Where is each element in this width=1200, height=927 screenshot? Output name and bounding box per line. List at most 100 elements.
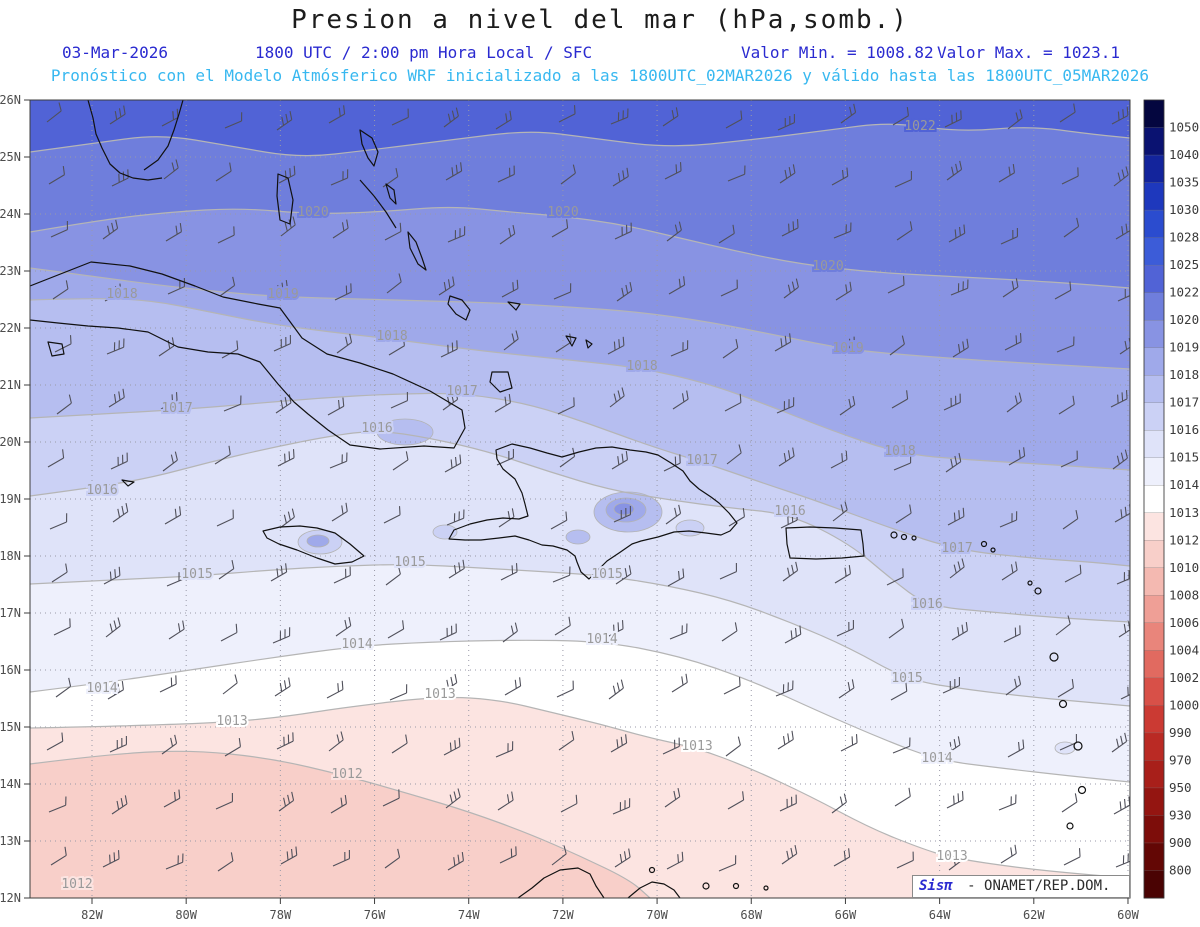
wind-barb — [46, 102, 62, 123]
wind-barb — [725, 736, 741, 757]
isobar-label: 1015 — [181, 567, 212, 582]
isobar-label: 1012 — [61, 877, 92, 892]
wind-barb — [270, 563, 288, 582]
wind-barb — [1059, 103, 1076, 123]
wind-barb — [774, 333, 792, 352]
wind-barb — [892, 106, 909, 126]
isobar-label: 1016 — [86, 483, 117, 498]
wind-barb — [951, 621, 968, 641]
colorbar-segment — [1143, 732, 1165, 761]
wind-barb — [1064, 564, 1082, 583]
wind-barb — [444, 454, 462, 473]
wind-barb — [1119, 335, 1130, 355]
lon-label: 60W — [1117, 908, 1139, 922]
wind-barb — [55, 677, 72, 698]
colorbar-segment — [1143, 292, 1165, 321]
wind-barb — [438, 276, 455, 296]
isobar-label: 1020 — [297, 205, 328, 220]
lat-label: 20N — [0, 435, 21, 449]
wind-barb — [552, 566, 571, 583]
wind-barb — [445, 162, 463, 181]
wind-barb — [440, 340, 458, 358]
lat-label: 19N — [0, 492, 21, 506]
pressure-pocket — [565, 529, 591, 545]
colorbar-label: 950 — [1169, 780, 1192, 795]
wind-barb — [947, 507, 965, 526]
wind-barb — [502, 622, 518, 643]
isobar-label: 1014 — [921, 751, 952, 766]
isobar-label: 1017 — [941, 541, 972, 556]
coastline — [507, 301, 521, 311]
coastline — [565, 335, 593, 349]
pressure-pocket — [675, 519, 705, 537]
wind-barb — [279, 508, 295, 529]
wind-barb — [50, 220, 68, 238]
lat-label: 17N — [0, 606, 21, 620]
colorbar-segment — [1143, 787, 1165, 816]
wind-barb — [1061, 167, 1079, 185]
wind-barb — [612, 798, 631, 815]
coastline — [385, 183, 397, 205]
wind-barb — [383, 506, 401, 524]
colorbar-label: 1019 — [1169, 340, 1199, 355]
wind-barb — [840, 103, 857, 124]
wind-barb — [833, 848, 851, 867]
wind-barb — [165, 222, 182, 242]
wind-barb — [107, 680, 124, 700]
graticule — [30, 100, 1130, 898]
lat-label: 22N — [0, 321, 21, 335]
wind-barb — [615, 565, 632, 585]
wind-barb — [329, 452, 348, 469]
lat-label: 21N — [0, 378, 21, 392]
isobar-label: 1014 — [86, 681, 117, 696]
wind-barb — [888, 618, 905, 639]
wind-barb — [159, 675, 177, 693]
lon-label: 62W — [1023, 908, 1045, 922]
wind-barb — [111, 795, 128, 815]
wind-barb — [833, 222, 852, 239]
colorbar-label: 1002 — [1169, 670, 1199, 685]
coastline — [47, 341, 65, 357]
wind-barb — [56, 394, 72, 415]
wind-barb — [382, 168, 399, 188]
isobar-1016 — [30, 431, 1130, 623]
wind-barb — [830, 450, 848, 469]
wind-barb — [663, 454, 681, 472]
lat-label: 12N — [0, 891, 21, 905]
coastline — [489, 371, 513, 393]
island — [648, 866, 656, 874]
wind-barb — [1000, 227, 1018, 245]
wind-barb — [896, 221, 913, 241]
wind-barb — [559, 447, 576, 468]
watermark-brand: Sisπ — [919, 878, 953, 894]
wind-barb — [1002, 278, 1019, 298]
wind-barb — [168, 620, 185, 640]
wind-barb — [104, 283, 122, 302]
colorbar: 1050 1040 1035 1030 1028 1025 1022 1020 1019 1018… — [1143, 99, 1199, 899]
wind-barb — [840, 734, 858, 752]
wind-barb — [386, 273, 402, 294]
wind-barb — [942, 676, 960, 694]
watermark: Sisπ - ONAMET/REP.DOM. — [912, 875, 1130, 898]
wind-barb — [442, 390, 459, 411]
wind-barb — [278, 165, 296, 184]
island — [763, 885, 769, 891]
colorbar-label: 1014 — [1169, 477, 1199, 492]
wind-barb — [447, 851, 464, 871]
colorbar-label: 800 — [1169, 862, 1192, 877]
colorbar-segment — [1143, 127, 1165, 156]
wind-barb — [1063, 217, 1080, 238]
wind-barb — [1110, 390, 1128, 408]
wind-barb — [557, 397, 575, 415]
wind-barb — [943, 393, 961, 411]
wind-barb — [1062, 510, 1079, 530]
wind-barb — [495, 741, 514, 758]
wind-barb — [724, 393, 742, 412]
wind-barb — [390, 391, 408, 409]
wind-barb — [495, 110, 512, 130]
wind-barb — [384, 222, 402, 241]
isobar-label: 1019 — [832, 341, 863, 356]
wind-barb — [614, 848, 631, 868]
isobar-1015 — [30, 564, 1130, 707]
wind-barb — [784, 625, 802, 644]
